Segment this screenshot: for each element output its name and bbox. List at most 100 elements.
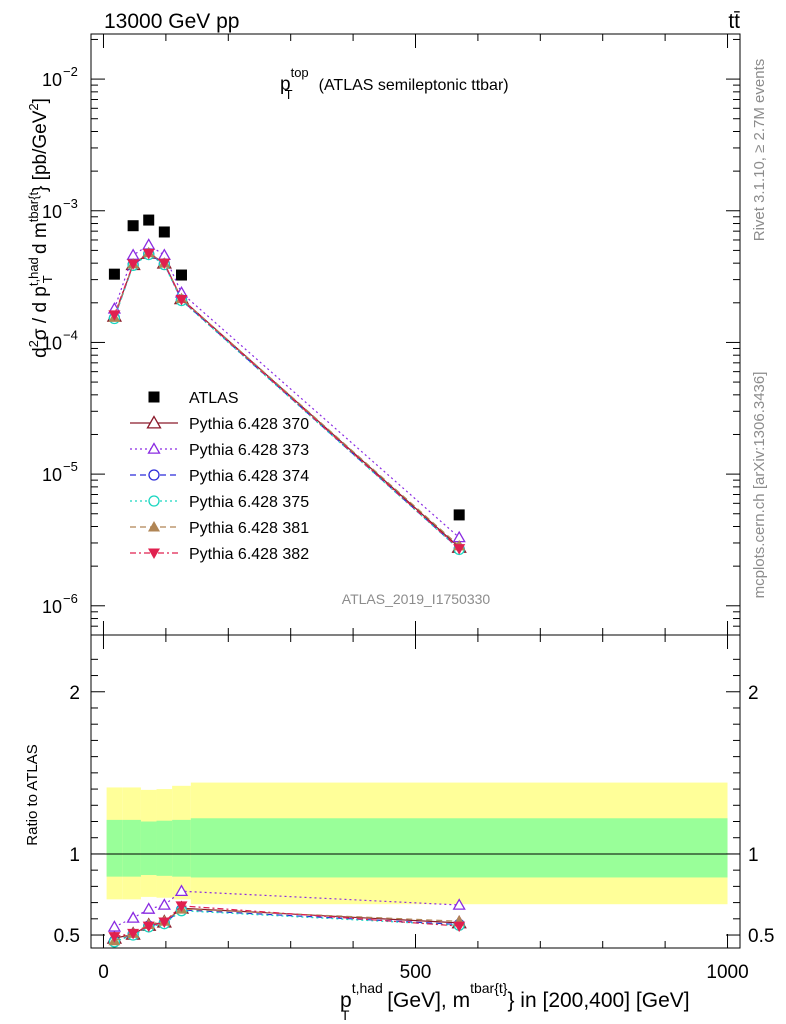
legend-entry: Pythia 6.428 373 [130,442,309,459]
inner-uncertainty-band [106,819,123,877]
legend-label: Pythia 6.428 374 [189,468,309,485]
ratio-point [158,917,171,929]
y-tick-label-exponent: −2 [63,64,78,79]
y-tick-label-exponent: −4 [63,327,78,342]
data-point [453,509,465,521]
legend-marker [148,548,160,559]
y-tick-label: 10 [42,70,62,90]
main-plot-frame [90,33,741,636]
x-axis-label-p: p [340,989,352,1012]
main-y-axis-label: d2σ / d pt,hadT d mtbar{t} [pb/GeV2] [26,98,55,358]
legend-label: Pythia 6.428 382 [189,546,309,563]
ratio-point [157,898,171,910]
main-x-ticks [102,34,729,635]
ratio-point [142,902,156,914]
ratio-point [127,928,140,940]
legend-entry: Pythia 6.428 375 [130,494,309,511]
legend-entry: Pythia 6.428 374 [130,468,309,485]
series-line [113,252,460,550]
plot-title: ptop T (ATLAS semileptonic ttbar) [280,65,509,102]
ratio-point [175,901,188,912]
ratio-plot-panel: 0.5 0.5 1 1 2 2 0 500 1000 Ratio to ATLAS [24,634,774,983]
legend: ATLAS Pythia 6.428 370 Pythia 6.428 373 Pyt… [130,390,309,563]
y-tick-label: 10 [42,465,62,485]
ratio-point [108,932,121,943]
data-point [108,310,121,321]
ratio-y-tick-label: 2 [69,683,80,704]
ratio-uncertainty-bands [91,782,740,905]
ratio-series-p375 [108,905,465,948]
data-point [127,220,139,232]
plot-title-sup: top [291,65,309,80]
y-tick-label: 10 [42,333,62,353]
analysis-id: ATLAS_2019_I1750330 [342,591,491,607]
data-point [158,226,170,238]
data-point [142,248,155,260]
ratio-y-axis-label: Ratio to ATLAS [24,744,41,845]
series-line [113,253,460,550]
y-tick-label-exponent: −3 [63,196,78,211]
legend-entry: Pythia 6.428 370 [130,415,309,433]
legend-marker [146,415,162,429]
inner-uncertainty-band [140,821,157,876]
legend-marker [148,469,160,481]
data-point [126,248,140,260]
legend-marker [148,495,160,507]
x-tick-label: 0 [98,962,109,983]
main-plot-panel: 10−610−510−410−310−2 ptop T(ATLAS semilep… [26,33,741,636]
legend-entry: Pythia 6.428 381 [130,520,309,537]
mcplots-label: mcplots.cern.ch [arXiv:1306.3436] [751,372,768,599]
legend-entry: ATLAS [148,390,239,407]
ratio-y-tick-label-right: 2 [748,683,759,704]
series-line [113,252,460,547]
y-tick-label: 10 [42,597,62,617]
y-tick-label-exponent: −6 [63,591,78,606]
ratio-series-p382 [108,901,466,943]
ratio-point [107,920,122,932]
legend-label: Pythia 6.428 373 [189,442,309,459]
ratio-point [142,921,155,933]
y-tick-label-exponent: −5 [63,459,78,474]
ratio-line [114,908,460,942]
main-data-layer [106,214,467,556]
inner-uncertainty-band [156,820,173,876]
header-left: 13000 GeV pp [104,10,239,33]
legend-label: Pythia 6.428 370 [189,416,309,433]
data-point [175,294,188,306]
ratio-point [453,921,466,933]
legend-marker [147,442,161,454]
ratio-ticks: 0.5 0.5 1 1 2 2 0 500 1000 [54,635,774,983]
legend-entry: Pythia 6.428 382 [130,546,309,563]
ratio-y-tick-label-right: 0.5 [748,926,774,947]
legend-label: ATLAS [189,390,239,407]
inner-uncertainty-band [172,819,191,877]
ratio-point [452,898,466,910]
data-point [158,258,171,270]
ratio-line [114,905,460,938]
ratio-y-tick-label-right: 1 [748,845,759,866]
ratio-point [174,884,189,897]
data-point [143,214,155,226]
x-tick-label: 500 [400,962,432,983]
plot-title-main: p [280,74,291,95]
series-p382 [108,248,466,555]
series-atlas [108,214,465,521]
legend-marker [148,521,160,532]
legend-marker [148,391,160,403]
legend-label: Pythia 6.428 375 [189,494,309,511]
y-tick-label: 10 [42,202,62,222]
ratio-line [114,890,460,928]
data-point [127,259,140,270]
legend-label: Pythia 6.428 381 [189,520,309,537]
x-axis-label: pt,had T [GeV], mtbar{t}} in [200,400] [G… [340,980,690,1023]
ratio-series-p373 [107,884,466,932]
data-point [108,268,120,280]
rivet-label: Rivet 3.1.10, ≥ 2.7M events [751,59,768,242]
data-point [453,544,466,555]
plot-title-paren: (ATLAS semileptonic ttbar) [319,77,509,94]
x-tick-label: 1000 [706,962,748,983]
data-point [175,269,187,281]
ratio-y-tick-label: 0.5 [54,926,80,947]
ratio-point [126,911,140,923]
